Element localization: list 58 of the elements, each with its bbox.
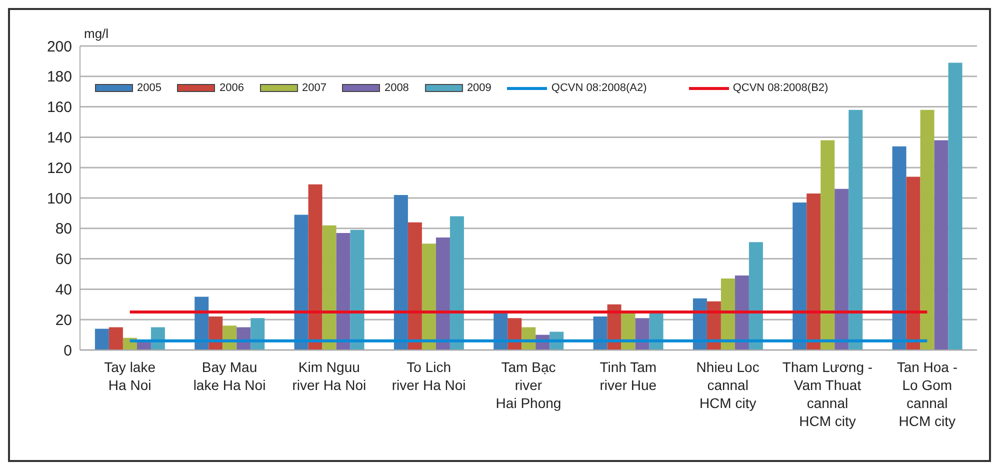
bar bbox=[108, 327, 123, 350]
bar bbox=[734, 276, 749, 350]
bar bbox=[920, 110, 934, 350]
bar bbox=[308, 184, 322, 350]
y-tick-label: 180 bbox=[46, 68, 72, 86]
y-tick-label: 200 bbox=[46, 38, 72, 56]
bar bbox=[593, 316, 608, 350]
legend-label: 2005 bbox=[137, 82, 162, 94]
bar bbox=[408, 222, 422, 350]
legend-label: 2006 bbox=[219, 82, 244, 94]
bar bbox=[720, 278, 735, 350]
bar bbox=[422, 244, 436, 350]
y-tick-label: 40 bbox=[55, 282, 72, 299]
bar bbox=[948, 62, 962, 350]
bar bbox=[294, 214, 308, 350]
bar bbox=[621, 314, 636, 350]
y-tick-label: 80 bbox=[55, 220, 72, 238]
bar bbox=[350, 230, 364, 350]
y-tick-label: 20 bbox=[55, 312, 72, 329]
bar bbox=[806, 193, 821, 350]
x-tick-label: Bay Mau lake Ha Noi bbox=[193, 359, 266, 393]
bar bbox=[436, 238, 450, 350]
bar bbox=[820, 140, 835, 350]
y-tick-label: 100 bbox=[46, 190, 72, 208]
y-tick-label: 60 bbox=[55, 251, 72, 268]
bar bbox=[834, 188, 849, 350]
bar bbox=[748, 242, 763, 350]
x-tick-label: Tay lake Ha Noi bbox=[104, 359, 156, 393]
bar bbox=[848, 110, 863, 350]
legend-label: QCVN 08:2008(A2) bbox=[551, 82, 647, 94]
bar bbox=[934, 140, 948, 350]
bar bbox=[649, 314, 664, 350]
bar bbox=[94, 328, 109, 350]
x-tick-label: Tinh Tam river Hue bbox=[600, 359, 657, 393]
legend-label: 2008 bbox=[384, 82, 409, 94]
y-tick-label: 120 bbox=[46, 160, 72, 177]
y-tick-label: 160 bbox=[46, 99, 72, 116]
y-tick-label: 0 bbox=[64, 342, 72, 360]
bar bbox=[892, 146, 906, 350]
y-tick-label: 140 bbox=[46, 130, 72, 147]
x-tick-label: Tham Lương - Vam Thuat cannal HCM city bbox=[782, 359, 873, 429]
legend-label: QCVN 08:2008(B2) bbox=[732, 82, 828, 94]
y-axis-title: mg/l bbox=[84, 26, 109, 41]
bar bbox=[494, 314, 508, 350]
bar bbox=[450, 216, 464, 350]
legend-label: 2007 bbox=[302, 82, 326, 94]
x-tick-label: Tam Bạc river Hai Phong bbox=[496, 359, 562, 411]
x-tick-label: Tan Hoa - Lo Gom cannal HCM city bbox=[896, 359, 958, 429]
bar bbox=[336, 232, 350, 350]
x-tick-label: To Lich river Ha Noi bbox=[392, 359, 466, 393]
legend-label: 2009 bbox=[466, 82, 492, 94]
bar bbox=[906, 176, 920, 350]
x-tick-label: Nhieu Loc cannal HCM city bbox=[696, 359, 760, 411]
bar bbox=[208, 316, 223, 350]
bar bbox=[792, 202, 807, 350]
bar bbox=[322, 225, 336, 350]
x-tick-label: Kim Nguu river Ha Noi bbox=[292, 359, 366, 393]
bar bbox=[394, 194, 408, 350]
